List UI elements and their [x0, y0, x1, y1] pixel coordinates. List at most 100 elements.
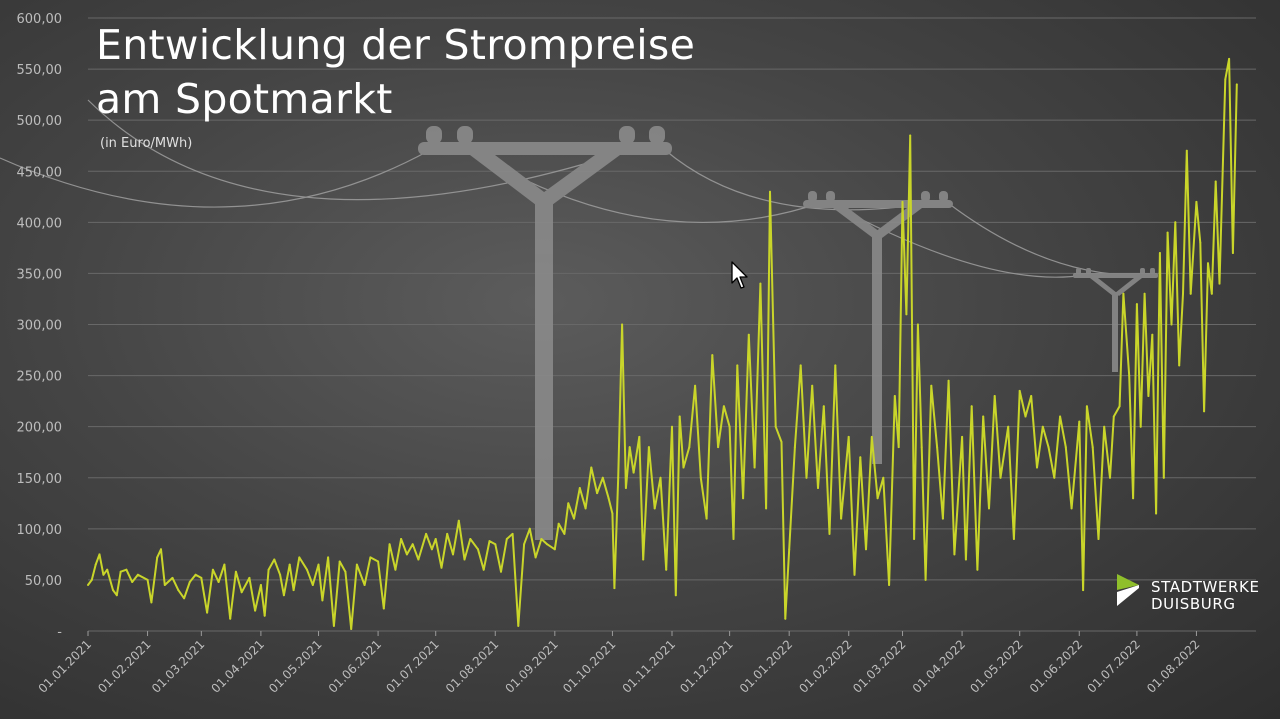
data-point — [1182, 292, 1184, 295]
data-point — [332, 624, 335, 627]
data-point — [893, 395, 896, 397]
data-point — [993, 395, 996, 397]
data-point — [705, 517, 708, 520]
data-point — [1207, 262, 1209, 265]
data-point — [440, 566, 443, 569]
data-point — [546, 543, 549, 546]
data-point — [647, 446, 650, 449]
data-point — [321, 599, 324, 602]
logo-text: STADTWERKE DUISBURG — [1151, 579, 1260, 613]
y-tick-label: 100,00 — [17, 523, 63, 538]
data-point — [799, 364, 802, 367]
data-point — [1135, 303, 1138, 306]
data-point — [254, 609, 257, 612]
chart-title-line-1: Entwicklung der Strompreise — [96, 21, 696, 69]
data-point — [136, 573, 139, 576]
data-point — [1224, 78, 1227, 81]
data-point — [632, 471, 635, 474]
data-point — [601, 476, 604, 479]
data-point — [292, 589, 295, 592]
data-point — [94, 563, 97, 566]
data-point — [240, 591, 243, 594]
data-point — [273, 558, 276, 561]
data-point — [528, 527, 531, 530]
data-point — [947, 379, 950, 382]
data-point — [567, 502, 570, 505]
data-point — [1203, 410, 1206, 413]
data-point — [847, 435, 850, 438]
data-point — [688, 446, 691, 449]
data-point — [964, 558, 967, 561]
data-point — [1070, 507, 1073, 510]
data-point — [817, 487, 819, 489]
data-point — [267, 568, 270, 571]
data-point — [446, 532, 449, 535]
x-tick-label: 01.07.2022 — [1085, 637, 1143, 695]
data-point — [607, 497, 610, 500]
data-point — [822, 405, 825, 408]
data-point — [584, 507, 587, 510]
data-point — [229, 617, 232, 620]
data-point — [617, 476, 620, 479]
data-point — [590, 466, 593, 469]
data-point — [905, 313, 908, 316]
data-point — [90, 578, 93, 581]
x-tick-label: 01.02.2022 — [796, 637, 854, 695]
data-point — [540, 538, 543, 540]
data-point — [793, 446, 796, 449]
x-axis-tick-marks — [87, 631, 1197, 636]
data-point — [628, 446, 631, 449]
data-point — [146, 578, 149, 581]
data-point — [930, 384, 933, 387]
y-tick-label: 200,00 — [17, 421, 63, 436]
logo-line-2: DUISBURG — [1151, 595, 1236, 613]
data-point — [1166, 231, 1169, 234]
data-point — [1147, 395, 1150, 397]
data-point — [732, 538, 735, 540]
stadtwerke-logo: STADTWERKE DUISBURG — [1117, 573, 1267, 623]
data-point — [1155, 512, 1158, 515]
data-point — [682, 466, 685, 469]
data-point — [805, 476, 808, 479]
data-point — [909, 134, 912, 137]
data-point — [317, 563, 320, 566]
y-tick-label: 150,00 — [17, 472, 63, 487]
data-point — [624, 487, 627, 489]
data-point — [916, 323, 919, 326]
x-tick-label: 01.01.2021 — [36, 637, 94, 695]
data-point — [282, 594, 285, 597]
data-point — [999, 476, 1002, 479]
data-point — [1041, 425, 1044, 428]
data-point — [1053, 476, 1056, 479]
data-point — [1091, 446, 1094, 449]
data-point — [853, 573, 856, 576]
data-point — [1174, 221, 1177, 224]
data-point — [534, 556, 537, 559]
data-point — [523, 543, 526, 546]
data-point — [828, 532, 831, 535]
x-tick-label: 01.11.2021 — [620, 637, 678, 695]
data-point — [859, 456, 862, 459]
y-tick-label: 400,00 — [17, 216, 63, 231]
data-point — [434, 538, 437, 540]
y-tick-label: 550,00 — [17, 63, 63, 78]
data-point — [288, 563, 291, 566]
power-pylon-illustration — [0, 99, 1158, 540]
data-point — [1103, 425, 1106, 428]
data-point — [1185, 149, 1188, 152]
x-tick-label: 01.06.2021 — [326, 637, 384, 695]
data-point — [1195, 200, 1198, 203]
data-point — [1036, 466, 1038, 469]
y-tick-label: 350,00 — [17, 267, 63, 282]
data-point — [788, 548, 791, 551]
data-point — [747, 333, 750, 336]
data-point — [936, 446, 939, 449]
data-point — [976, 568, 979, 571]
data-point — [1097, 538, 1100, 540]
data-point — [1143, 292, 1146, 295]
data-point — [217, 581, 220, 583]
data-point — [234, 570, 237, 573]
data-point — [223, 563, 226, 566]
data-point — [638, 435, 641, 438]
